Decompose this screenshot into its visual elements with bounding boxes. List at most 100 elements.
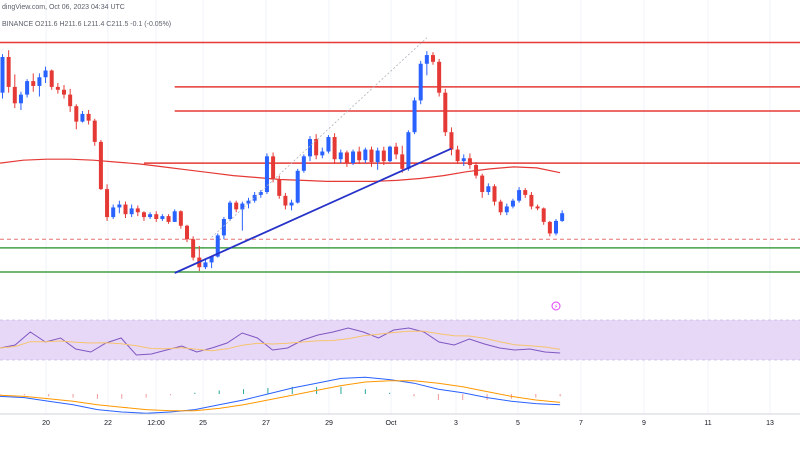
header-source: dingView.com, Oct 06, 2023 04:34 UTC bbox=[2, 4, 125, 11]
signal-line bbox=[0, 380, 561, 412]
candle-body bbox=[363, 149, 368, 161]
candles bbox=[0, 50, 565, 272]
candle-body bbox=[351, 151, 356, 164]
candle-body bbox=[418, 63, 423, 101]
candle-body bbox=[369, 149, 374, 163]
candle-body bbox=[123, 204, 128, 215]
candle-body bbox=[178, 211, 183, 226]
candle-body bbox=[437, 61, 442, 93]
candle-body bbox=[166, 216, 171, 222]
candle-body bbox=[191, 239, 196, 258]
trendline-line bbox=[174, 147, 452, 274]
candle-body bbox=[314, 138, 319, 156]
candle-body bbox=[12, 86, 17, 104]
candle-body bbox=[535, 206, 540, 209]
candle-body bbox=[424, 55, 429, 64]
x-tick-label: 20 bbox=[42, 420, 50, 427]
candle-body bbox=[68, 94, 73, 107]
candle-body bbox=[449, 132, 454, 150]
event-badge[interactable]: ⚡ bbox=[551, 301, 561, 311]
x-tick-label: 29 bbox=[325, 420, 333, 427]
candle-body bbox=[412, 100, 417, 133]
rsi-line bbox=[0, 327, 561, 356]
level-lines bbox=[0, 41, 800, 273]
candle-body bbox=[228, 202, 233, 219]
macd-histogram-bar bbox=[96, 394, 98, 399]
candle-body bbox=[160, 216, 165, 219]
macd-histogram-bar bbox=[364, 389, 366, 394]
macd-histogram-bar bbox=[413, 394, 415, 397]
candle-body bbox=[517, 190, 522, 201]
macd-histogram-bar bbox=[535, 394, 537, 398]
candle-body bbox=[326, 137, 331, 152]
candle-body bbox=[474, 165, 479, 176]
candle-body bbox=[55, 86, 60, 90]
macd-pane bbox=[0, 376, 561, 414]
candle-body bbox=[215, 235, 220, 257]
macd-histogram-bar bbox=[169, 394, 171, 396]
macd-histogram-bar bbox=[389, 392, 391, 394]
x-tick-label: 9 bbox=[642, 420, 646, 427]
candle-body bbox=[117, 204, 122, 208]
candle-body bbox=[252, 194, 257, 201]
candle-body bbox=[443, 92, 448, 133]
macd-histogram-bar bbox=[486, 394, 488, 400]
candle-body bbox=[301, 156, 306, 171]
candle-body bbox=[498, 201, 503, 213]
candle-body bbox=[209, 256, 214, 263]
candle-body bbox=[141, 212, 146, 218]
candle-body bbox=[264, 156, 269, 192]
macd-histogram-bar bbox=[48, 394, 50, 397]
trendline bbox=[174, 147, 452, 274]
candle-body bbox=[43, 70, 48, 78]
candle-body bbox=[148, 214, 153, 218]
dotted-projection bbox=[211, 37, 428, 238]
x-tick-label: 7 bbox=[579, 420, 583, 427]
macd-histogram-bar bbox=[218, 390, 220, 394]
candle-body bbox=[529, 194, 534, 207]
candle-body bbox=[246, 200, 251, 204]
macd-histogram-bar bbox=[437, 394, 439, 400]
candle-body bbox=[541, 208, 546, 222]
badge-circle[interactable] bbox=[551, 301, 561, 311]
candle-body bbox=[504, 206, 509, 213]
candle-body bbox=[172, 211, 177, 222]
price-header: dingView.com, Oct 06, 2023 04:34 UTC BIN… bbox=[2, 4, 171, 28]
candle-body bbox=[375, 150, 380, 163]
candle-body bbox=[461, 158, 466, 162]
dotted-line bbox=[211, 37, 428, 238]
candle-body bbox=[18, 94, 23, 104]
candle-body bbox=[492, 186, 497, 202]
macd-histogram-bar bbox=[559, 394, 561, 397]
x-tick-label: 25 bbox=[199, 420, 207, 427]
x-tick-label: 12:00 bbox=[147, 420, 165, 427]
macd-histogram-bar bbox=[23, 394, 25, 396]
rsi-pane bbox=[0, 319, 800, 361]
candle-body bbox=[154, 214, 159, 219]
macd-histogram-bar bbox=[121, 394, 123, 399]
x-axis-ticks: 20 22 12:00 25 27 29 Oct 3 5 7 9 11 13 bbox=[42, 420, 774, 427]
x-tick-label: 3 bbox=[454, 420, 458, 427]
candle-body bbox=[0, 57, 5, 93]
candle-body bbox=[400, 154, 405, 169]
candle-body bbox=[554, 220, 558, 234]
macd-histogram-bar bbox=[243, 389, 245, 394]
candle-body bbox=[338, 152, 343, 160]
candle-body bbox=[105, 189, 110, 218]
candle-body bbox=[295, 170, 300, 203]
candle-body bbox=[387, 146, 392, 162]
candle-body bbox=[203, 262, 208, 268]
candle-body bbox=[80, 113, 85, 122]
candle-body bbox=[283, 195, 288, 206]
x-tick-label: 13 bbox=[766, 420, 774, 427]
candle-body bbox=[271, 156, 276, 180]
candle-body bbox=[277, 179, 282, 196]
candle-body bbox=[357, 151, 362, 161]
macd-histogram-bar bbox=[145, 394, 147, 398]
candle-body bbox=[86, 113, 91, 121]
candle-body bbox=[455, 149, 460, 162]
macd-histogram-bar bbox=[194, 392, 196, 394]
x-tick-label: 22 bbox=[104, 420, 112, 427]
candle-body bbox=[135, 208, 140, 213]
